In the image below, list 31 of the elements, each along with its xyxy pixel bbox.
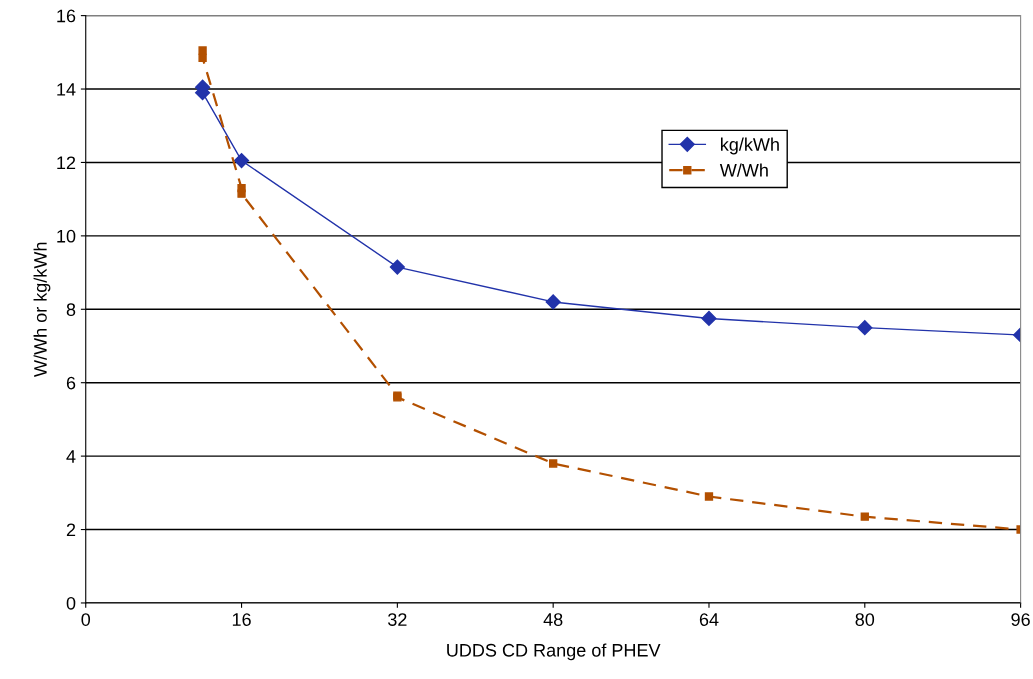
y-tick-label: 0 — [66, 596, 76, 610]
x-tick-label: 80 — [855, 613, 875, 626]
x-tick-label: 32 — [388, 613, 407, 626]
point — [860, 512, 869, 521]
point — [701, 310, 717, 327]
y-tick-label: 2 — [66, 523, 76, 537]
x-tick-label: 16 — [232, 613, 251, 626]
point — [545, 294, 561, 310]
x-axis-title: UDDS CD Range of PHEV — [447, 643, 661, 661]
point — [237, 189, 246, 198]
x-tick-label: 96 — [1011, 613, 1030, 626]
point — [389, 259, 405, 275]
point — [233, 153, 250, 169]
y-tick-label: 16 — [57, 9, 76, 23]
y-tick-label: 4 — [66, 450, 76, 463]
point — [857, 320, 873, 336]
y-axis-title: W/Wh or kg/kWh — [33, 242, 51, 377]
y-tick-label: 8 — [66, 303, 76, 316]
point — [198, 53, 207, 62]
y-tick-label: 14 — [57, 83, 76, 96]
point — [549, 459, 558, 468]
legend-label: W/Wh — [719, 163, 768, 177]
x-tick-label: 0 — [81, 613, 91, 626]
x-tick-label: 64 — [699, 613, 719, 626]
x-tick-label: 48 — [543, 613, 563, 626]
point — [704, 492, 714, 501]
point — [198, 46, 207, 55]
y-tick-label: 10 — [57, 229, 76, 243]
y-tick-label: 12 — [57, 156, 76, 169]
legend-label: kg/kWh — [721, 137, 779, 155]
y-tick-label: 6 — [66, 376, 76, 390]
